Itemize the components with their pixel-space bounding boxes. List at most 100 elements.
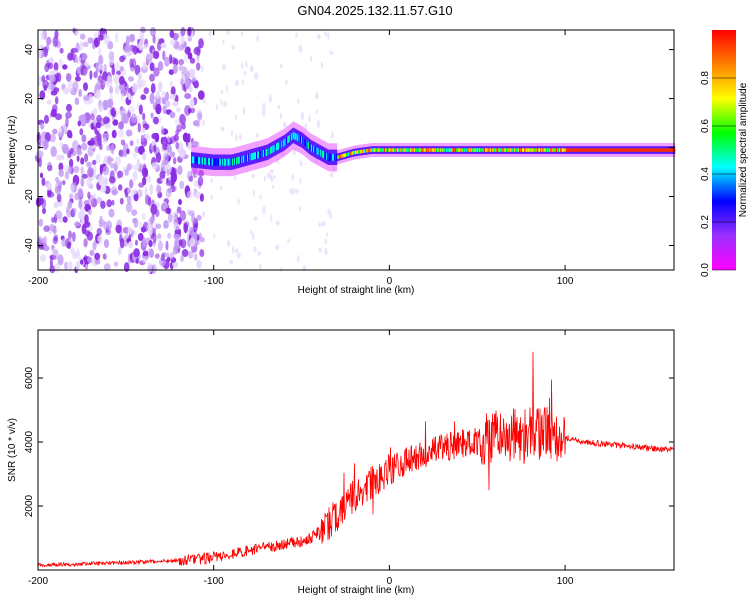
noise-cell [81, 173, 88, 179]
noise-cell [276, 243, 279, 250]
noise-cell [187, 108, 192, 114]
noise-cell [230, 130, 234, 137]
noise-cell [82, 41, 89, 48]
noise-cell [262, 102, 266, 110]
track-core [352, 151, 354, 155]
noise-cell [106, 155, 112, 166]
noise-cell [73, 207, 77, 214]
noise-cell [188, 226, 195, 236]
noise-cell [188, 175, 194, 182]
noise-cell [80, 65, 88, 76]
track-core [362, 149, 364, 154]
track-core [348, 152, 350, 156]
track-core [199, 157, 201, 165]
colorbar: 0.0 0.2 0.4 0.6 0.8 Normalized spectral ampl… [700, 30, 749, 277]
track-core [499, 148, 501, 152]
track-core [577, 148, 579, 152]
track-core [518, 148, 520, 152]
noise-cell [102, 165, 110, 176]
track-core [337, 155, 339, 159]
noise-cell [173, 233, 181, 241]
noise-cell [189, 98, 195, 109]
track-core [359, 150, 361, 154]
track-core [496, 148, 498, 152]
track-core [431, 148, 433, 152]
track-core [225, 158, 227, 166]
noise-cell [52, 249, 59, 260]
noise-cell [67, 81, 75, 92]
track-core [432, 148, 434, 152]
track-core [657, 148, 659, 152]
noise-cell [202, 119, 205, 127]
noise-cell [287, 238, 290, 243]
track-core [372, 148, 374, 152]
snr-y-axis-label: SNR (10 * v/v) [7, 418, 18, 482]
track-core [674, 148, 676, 152]
track-core [507, 148, 509, 152]
track-core [510, 148, 512, 152]
track-core [340, 154, 342, 159]
track-core [315, 146, 317, 154]
track-core [564, 148, 566, 152]
track-core [305, 139, 307, 147]
track-core [508, 148, 510, 152]
noise-cell [49, 223, 55, 232]
noise-cell [189, 237, 196, 247]
track-core [349, 152, 351, 156]
noise-cell [65, 111, 72, 119]
noise-cell [192, 224, 198, 232]
track-core [383, 148, 385, 152]
noise-cell [89, 137, 96, 146]
noise-cell [67, 52, 74, 61]
noise-cell [87, 256, 93, 263]
noise-cell [316, 120, 320, 128]
noise-cell [219, 185, 223, 191]
track-core [316, 147, 318, 155]
track-core [338, 155, 340, 159]
track-core [662, 148, 664, 152]
track-core [376, 148, 378, 152]
noise-cell [168, 69, 175, 75]
track-core [307, 141, 309, 149]
noise-cell [47, 38, 52, 44]
track-core [634, 148, 636, 152]
track-core [478, 148, 480, 152]
noise-cell [140, 136, 145, 143]
track-core [379, 148, 381, 152]
track-core [575, 148, 577, 152]
track-core [204, 157, 206, 165]
track-core [505, 148, 507, 152]
noise-cell [179, 114, 187, 125]
track-core [418, 148, 420, 152]
track-core [202, 157, 204, 165]
noise-cell [67, 200, 73, 210]
track-core [487, 148, 489, 152]
track-core [323, 151, 325, 159]
track-core [631, 148, 633, 152]
noise-cell [61, 238, 66, 247]
noise-cell [329, 50, 334, 56]
track-core [355, 150, 357, 155]
track-core [625, 148, 627, 152]
track-core [214, 158, 216, 166]
noise-cell [191, 76, 197, 82]
colorbar-tick-label: 0.2 [700, 215, 711, 229]
track-core [619, 148, 621, 152]
track-core [312, 145, 314, 152]
noise-cell [103, 239, 110, 248]
noise-cell [163, 220, 169, 229]
noise-cell [149, 248, 154, 258]
track-core [365, 149, 367, 153]
noise-cell [63, 87, 70, 95]
track-core [516, 148, 518, 152]
noise-cell [188, 68, 196, 79]
noise-cell [106, 98, 114, 109]
track-core [590, 148, 592, 152]
track-core [335, 153, 337, 161]
track-core [664, 148, 666, 152]
track-core [328, 153, 330, 161]
noise-cell [39, 254, 47, 262]
noise-cell [106, 80, 113, 87]
track-core [360, 149, 362, 154]
noise-cell [59, 141, 64, 148]
